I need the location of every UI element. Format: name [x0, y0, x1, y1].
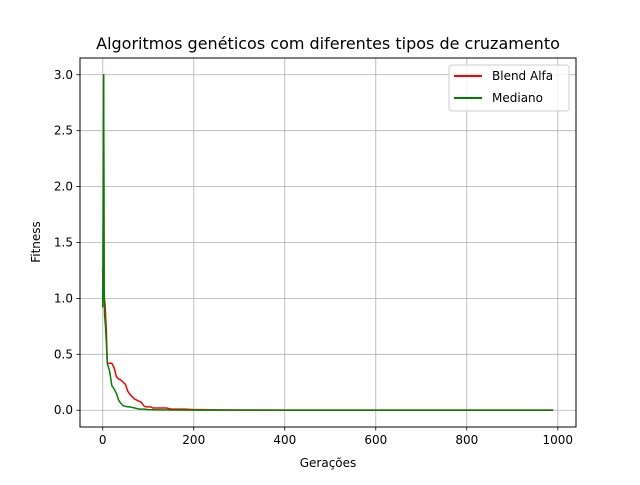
legend: Blend Alfa Mediano: [448, 64, 570, 112]
y-tick-label: 3.0: [54, 68, 73, 82]
y-axis-label: Fitness: [29, 221, 43, 263]
x-tick-label: 800: [455, 433, 478, 447]
y-axis-ticks: 0.0 0.5 1.0 1.5 2.0 2.5 3.0: [54, 68, 80, 417]
x-tick-label: 200: [182, 433, 205, 447]
y-tick-label: 2.5: [54, 124, 73, 138]
grid-lines: [80, 58, 576, 427]
x-axis-ticks: 0 200 400 600 800 1000: [99, 427, 573, 447]
x-tick-label: 400: [273, 433, 296, 447]
y-tick-label: 1.5: [54, 236, 73, 250]
x-tick-label: 600: [364, 433, 387, 447]
series-line-mediano: [102, 74, 554, 411]
legend-label-mediano: Mediano: [492, 91, 543, 105]
series-lines: [102, 74, 554, 411]
legend-label-blend-alfa: Blend Alfa: [492, 69, 553, 83]
x-axis-label: Gerações: [300, 456, 357, 470]
y-tick-label: 0.5: [54, 347, 73, 361]
y-tick-label: 1.0: [54, 291, 73, 305]
y-tick-label: 2.0: [54, 180, 73, 194]
y-tick-label: 0.0: [54, 403, 73, 417]
chart-title: Algoritmos genéticos com diferentes tipo…: [96, 34, 560, 53]
x-tick-label: 0: [99, 433, 107, 447]
x-tick-label: 1000: [543, 433, 574, 447]
